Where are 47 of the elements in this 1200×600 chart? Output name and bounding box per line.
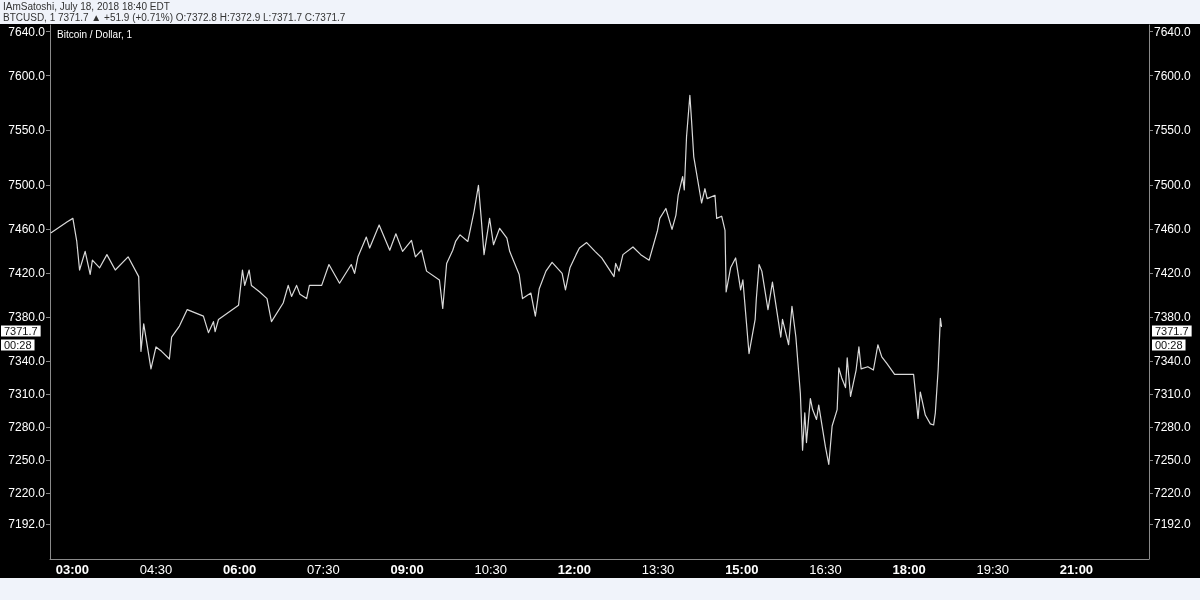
y2-tick-label: 7600.0 <box>1154 68 1192 83</box>
y2-tick-label: 7640.0 <box>1154 24 1192 39</box>
y-tick-label: 7280.0 <box>8 420 46 435</box>
y2-tick-label: 7280.0 <box>1154 420 1192 435</box>
text: 00:28 <box>4 338 32 351</box>
y2-tick-label: 7250.0 <box>1154 453 1192 468</box>
y-tick-label: 7640.0 <box>8 24 46 39</box>
x-tick-label: 16:30 <box>809 562 842 577</box>
text: 7371.7 <box>1155 324 1189 337</box>
x-tick-label: 07:30 <box>307 562 340 577</box>
x-tick-label: 15:00 <box>725 562 759 577</box>
x-tick-label: 09:00 <box>390 562 424 577</box>
chart-subtitle: BTCUSD, 1 7371.7 ▲ +51.9 (+0.71%) O:7372.8 H:7372.9 L:7371.7 C:7371.7 <box>3 12 347 23</box>
y-tick-label: 7420.0 <box>8 266 46 281</box>
x-tick-label: 03:00 <box>55 562 89 577</box>
y-tick-label: 7380.0 <box>8 310 46 325</box>
x-tick-label: 21:00 <box>1059 562 1094 577</box>
line-series <box>50 94 943 466</box>
x-tick-label: 06:00 <box>223 562 257 577</box>
y-tick-label: 7500.0 <box>8 178 46 193</box>
y2-tick-label: 7420.0 <box>1154 266 1192 281</box>
x-tick-label: 12:00 <box>557 562 592 577</box>
x-tick-label: 19:30 <box>976 562 1010 577</box>
text: 00:28 <box>1155 338 1183 351</box>
y2-tick-label: 7500.0 <box>1154 178 1192 193</box>
x-tick-label: 10:30 <box>474 562 507 577</box>
y-tick-label: 7250.0 <box>8 453 46 468</box>
y2-tick-label: 7192.0 <box>1154 516 1192 531</box>
y2-tick-label: 7460.0 <box>1154 222 1192 237</box>
y-tick-label: 7220.0 <box>8 486 46 501</box>
y-tick-label: 7340.0 <box>8 354 46 369</box>
x-tick-label: 04:30 <box>139 562 173 577</box>
x-tick-label: 18:00 <box>892 562 926 577</box>
y2-tick-label: 7310.0 <box>1154 387 1192 402</box>
y-tick-label: 7550.0 <box>8 123 46 138</box>
y2-tick-label: 7220.0 <box>1154 486 1192 501</box>
y-tick-label: 7460.0 <box>8 222 46 237</box>
x-tick-label: 13:30 <box>641 562 675 577</box>
y2-tick-label: 7380.0 <box>1154 310 1192 325</box>
y-tick-label: 7192.0 <box>8 516 46 531</box>
text: 7371.7 <box>4 324 38 337</box>
y-tick-label: 7310.0 <box>8 387 46 402</box>
chart-title: Bitcoin / Dollar, 1 <box>57 28 133 40</box>
y2-tick-label: 7340.0 <box>1154 354 1192 369</box>
y-tick-label: 7600.0 <box>8 68 46 83</box>
y2-tick-label: 7550.0 <box>1154 123 1192 138</box>
text: IAmSatoshi, July 18, 2018 18:40 EDT <box>3 1 170 12</box>
